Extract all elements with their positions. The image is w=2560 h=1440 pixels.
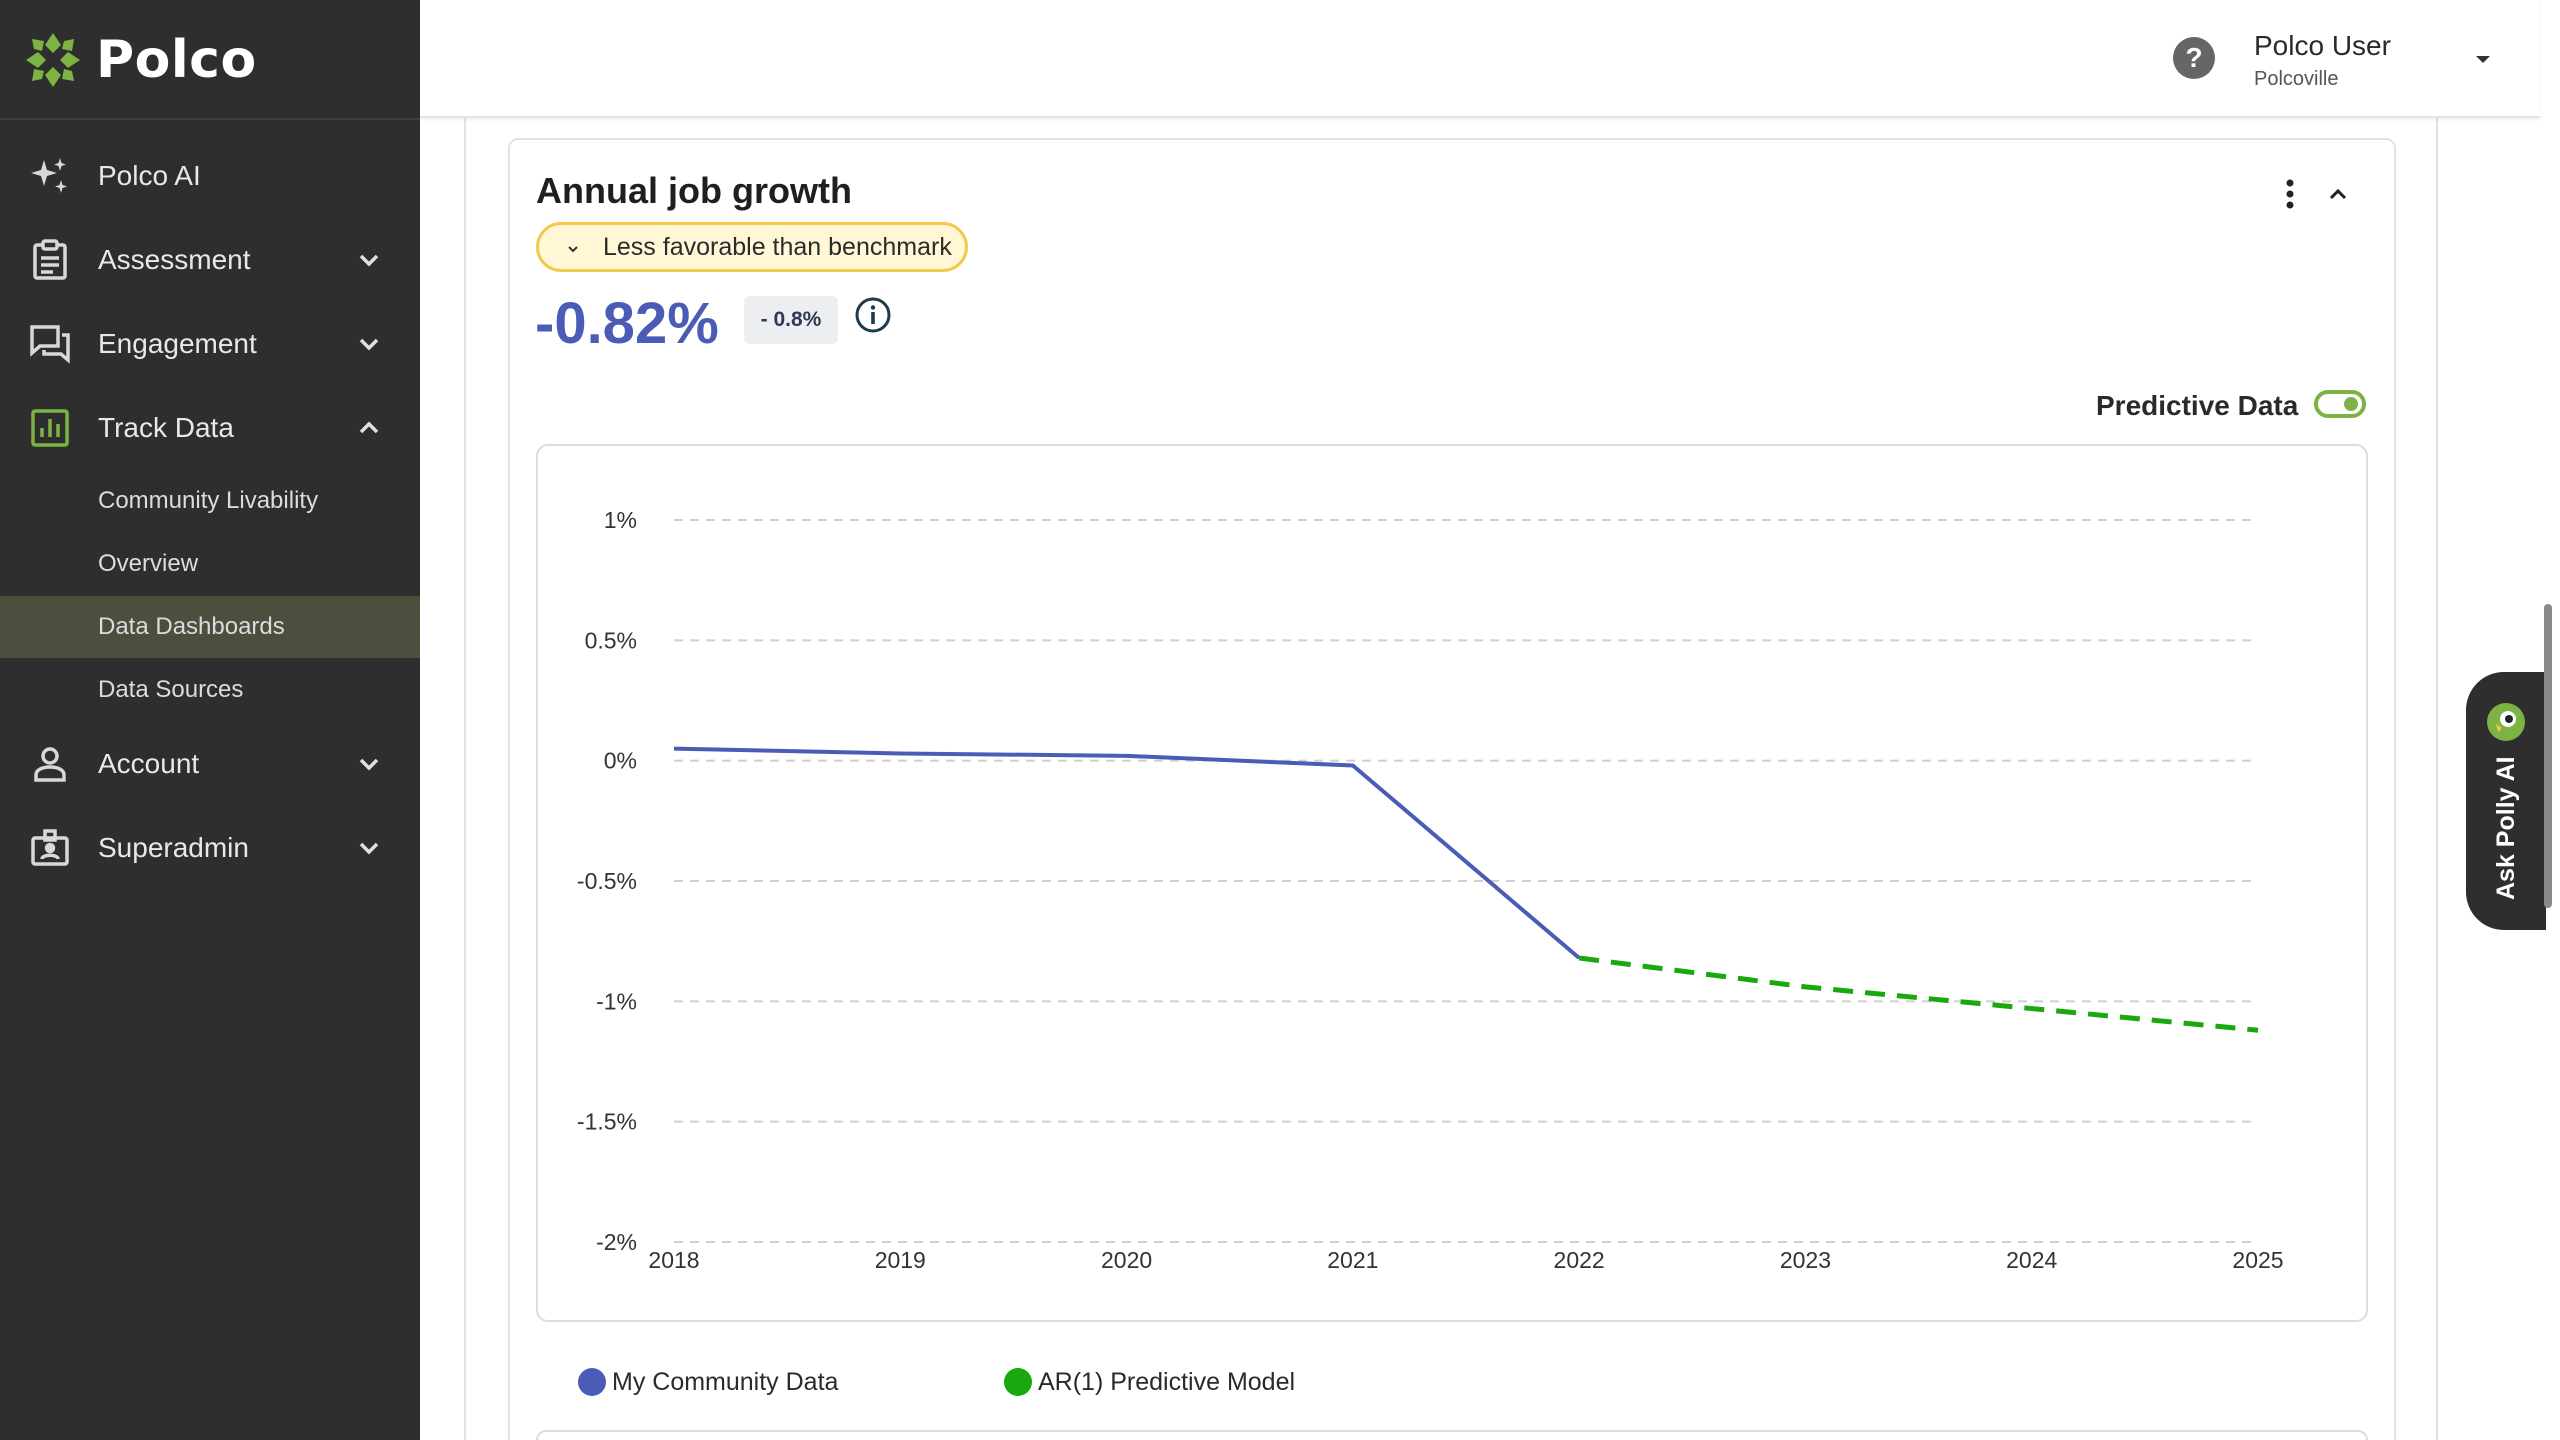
clipboard-icon xyxy=(28,238,72,282)
person-icon xyxy=(28,742,72,786)
job-growth-line-chart: 1% 0.5% 0% -0.5% -1% -1.5% -2% 2018 2019 2020 202… xyxy=(577,507,2284,1273)
next-card-edge xyxy=(536,1430,2368,1440)
x-tick-label: 2019 xyxy=(875,1247,926,1273)
sidebar-item-account[interactable]: Account xyxy=(0,724,420,804)
chat-bubbles-icon xyxy=(28,322,72,366)
benchmark-badge[interactable]: Less favorable than benchmark xyxy=(536,222,968,272)
legend-label: My Community Data xyxy=(612,1367,839,1396)
sidebar-subitem-data-dashboards[interactable]: Data Dashboards xyxy=(0,596,420,658)
series-line-ar1-predictive-model[interactable] xyxy=(1578,955,2259,1033)
sidebar-item-label: Polco AI xyxy=(98,160,201,191)
sidebar-subitem-label: Data Sources xyxy=(98,676,244,703)
scrollbar-thumb[interactable] xyxy=(2544,604,2552,908)
y-tick-label: -1.5% xyxy=(577,1109,637,1135)
sidebar-item-label: Account xyxy=(98,748,200,779)
content-frame-border xyxy=(464,118,466,1440)
chart-container xyxy=(536,444,2368,1322)
sidebar-subitem-label: Community Livability xyxy=(98,487,319,514)
polly-parrot-icon xyxy=(2487,703,2525,741)
predictive-data-toggle[interactable] xyxy=(2314,390,2366,418)
x-tick-label: 2024 xyxy=(2006,1247,2057,1273)
help-icon[interactable]: ? xyxy=(2172,36,2216,80)
sidebar-subitem-community-livability[interactable]: Community Livability xyxy=(0,470,420,532)
sidebar-item-label: Assessment xyxy=(98,244,251,275)
polco-logo-icon xyxy=(26,33,80,87)
x-tick-label: 2022 xyxy=(1554,1247,1605,1273)
y-tick-label: 0% xyxy=(604,748,637,774)
chevron-up-icon[interactable] xyxy=(352,411,386,445)
sidebar-subitem-label: Overview xyxy=(98,550,199,577)
benchmark-label: Less favorable than benchmark xyxy=(603,232,952,261)
predictive-data-label: Predictive Data xyxy=(2096,390,2299,421)
legend-swatch xyxy=(1004,1368,1032,1396)
y-tick-label: 0.5% xyxy=(585,627,637,653)
chevron-down-icon xyxy=(568,246,578,253)
user-organization: Polcoville xyxy=(2254,68,2339,90)
y-tick-label: -0.5% xyxy=(577,868,637,894)
sidebar-item-label: Engagement xyxy=(98,328,257,359)
info-icon[interactable] xyxy=(854,296,892,334)
top-header: ? Polco User Polcoville xyxy=(420,0,2540,118)
sidebar-item-polco-ai[interactable]: Polco AI xyxy=(0,136,420,216)
chevron-down-icon[interactable] xyxy=(352,747,386,781)
ask-polly-label: Ask Polly AI xyxy=(2492,756,2520,900)
x-tick-label: 2023 xyxy=(1780,1247,1831,1273)
card-title: Annual job growth xyxy=(536,170,852,211)
user-name[interactable]: Polco User xyxy=(2254,30,2391,61)
svg-text:?: ? xyxy=(2185,42,2202,73)
sidebar-item-assessment[interactable]: Assessment xyxy=(0,220,420,300)
polco-logo[interactable]: Polco xyxy=(24,26,257,94)
caret-down-icon[interactable] xyxy=(2470,46,2496,72)
y-tick-label: -1% xyxy=(596,988,637,1014)
x-tick-label: 2021 xyxy=(1327,1247,1378,1273)
sidebar-item-label: Track Data xyxy=(98,412,234,443)
metric-value: -0.82% xyxy=(535,291,719,356)
legend-label: AR(1) Predictive Model xyxy=(1038,1367,1296,1396)
sidebar-subitem-label: Data Dashboards xyxy=(98,613,285,640)
sidebar-item-superadmin[interactable]: Superadmin xyxy=(0,808,420,888)
legend-item-ar1-predictive-model[interactable]: AR(1) Predictive Model xyxy=(1004,1366,1295,1398)
metric-delta-badge: - 0.8% xyxy=(744,296,838,344)
sidebar-item-engagement[interactable]: Engagement xyxy=(0,304,420,384)
legend-item-my-community-data[interactable]: My Community Data xyxy=(578,1366,838,1398)
bar-chart-icon xyxy=(28,406,72,450)
legend-swatch xyxy=(578,1368,606,1396)
sidebar-item-track-data[interactable]: Track Data xyxy=(0,388,420,468)
x-tick-label: 2018 xyxy=(648,1247,699,1273)
x-tick-label: 2025 xyxy=(2232,1247,2283,1273)
chevron-down-icon[interactable] xyxy=(352,243,386,277)
y-tick-label: -2% xyxy=(596,1229,637,1255)
sidebar-item-label: Superadmin xyxy=(98,832,249,863)
series-line-my-community-data[interactable] xyxy=(673,746,1581,960)
sidebar: Polco Polco AI Assessment xyxy=(0,0,420,1440)
chevron-down-icon[interactable] xyxy=(352,327,386,361)
sidebar-divider xyxy=(0,118,420,120)
x-tick-label: 2020 xyxy=(1101,1247,1152,1273)
chevron-down-icon[interactable] xyxy=(352,831,386,865)
sidebar-subitem-data-sources[interactable]: Data Sources xyxy=(0,659,420,721)
more-vertical-icon[interactable] xyxy=(2272,176,2308,212)
chevron-up-icon[interactable] xyxy=(2320,176,2356,212)
y-tick-label: 1% xyxy=(604,507,637,533)
content-frame-border xyxy=(2436,118,2438,1440)
ask-polly-ai-tab[interactable]: Ask Polly AI xyxy=(2466,672,2546,930)
toggle-knob xyxy=(2344,397,2358,411)
sparkles-icon xyxy=(28,154,72,198)
sidebar-subitem-overview[interactable]: Overview xyxy=(0,533,420,595)
brand-name: Polco xyxy=(96,30,257,90)
admin-badge-icon xyxy=(28,826,72,870)
